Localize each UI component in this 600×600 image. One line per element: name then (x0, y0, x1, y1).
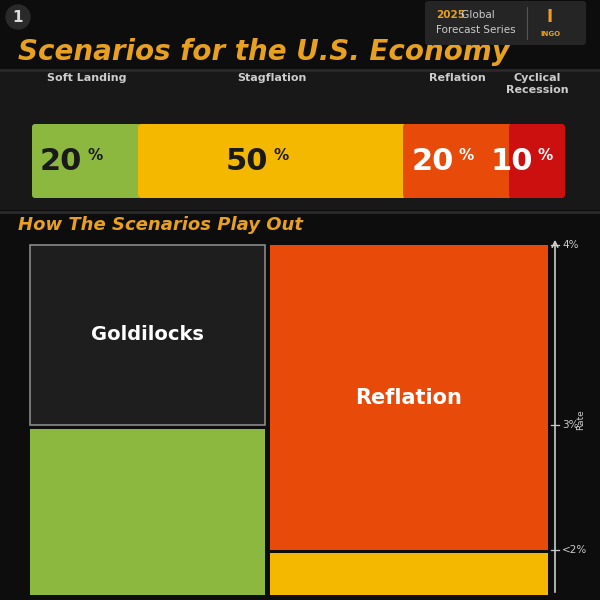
Bar (30, 429, 265, 595)
Bar (270, 245, 548, 550)
Text: Stagflation: Stagflation (238, 73, 307, 83)
Text: 4%: 4% (562, 240, 578, 250)
Text: Global: Global (458, 10, 495, 20)
Circle shape (6, 5, 30, 29)
Text: Cyclical
Recession: Cyclical Recession (506, 73, 568, 95)
Text: Soft Landing: Soft Landing (47, 73, 126, 83)
Text: Reflation: Reflation (429, 73, 486, 83)
Text: Rate: Rate (577, 410, 586, 430)
Bar (0, 72, 600, 210)
Text: %: % (458, 148, 474, 163)
Bar (270, 553, 548, 595)
FancyBboxPatch shape (138, 124, 406, 198)
Text: 1: 1 (13, 10, 23, 25)
Text: Forecast Series: Forecast Series (436, 25, 515, 35)
Text: Reflation: Reflation (356, 388, 463, 407)
Text: %: % (538, 148, 553, 163)
Text: 20: 20 (411, 146, 454, 175)
Text: Scenarios for the U.S. Economy: Scenarios for the U.S. Economy (18, 38, 510, 66)
Text: Goldilocks: Goldilocks (91, 325, 204, 344)
Text: <2%: <2% (562, 545, 587, 555)
Text: INGO: INGO (540, 31, 560, 37)
Text: 2025: 2025 (436, 10, 465, 20)
FancyBboxPatch shape (425, 1, 586, 45)
Text: %: % (273, 148, 288, 163)
Text: How The Scenarios Play Out: How The Scenarios Play Out (18, 216, 303, 234)
FancyBboxPatch shape (32, 124, 141, 198)
FancyBboxPatch shape (509, 124, 565, 198)
Text: 50: 50 (226, 146, 268, 175)
FancyBboxPatch shape (403, 124, 512, 198)
Text: 20: 20 (40, 146, 83, 175)
Text: 10: 10 (491, 146, 533, 175)
FancyBboxPatch shape (30, 245, 265, 425)
Text: 3%: 3% (562, 420, 578, 430)
Text: I: I (547, 8, 553, 26)
Text: %: % (88, 148, 103, 163)
